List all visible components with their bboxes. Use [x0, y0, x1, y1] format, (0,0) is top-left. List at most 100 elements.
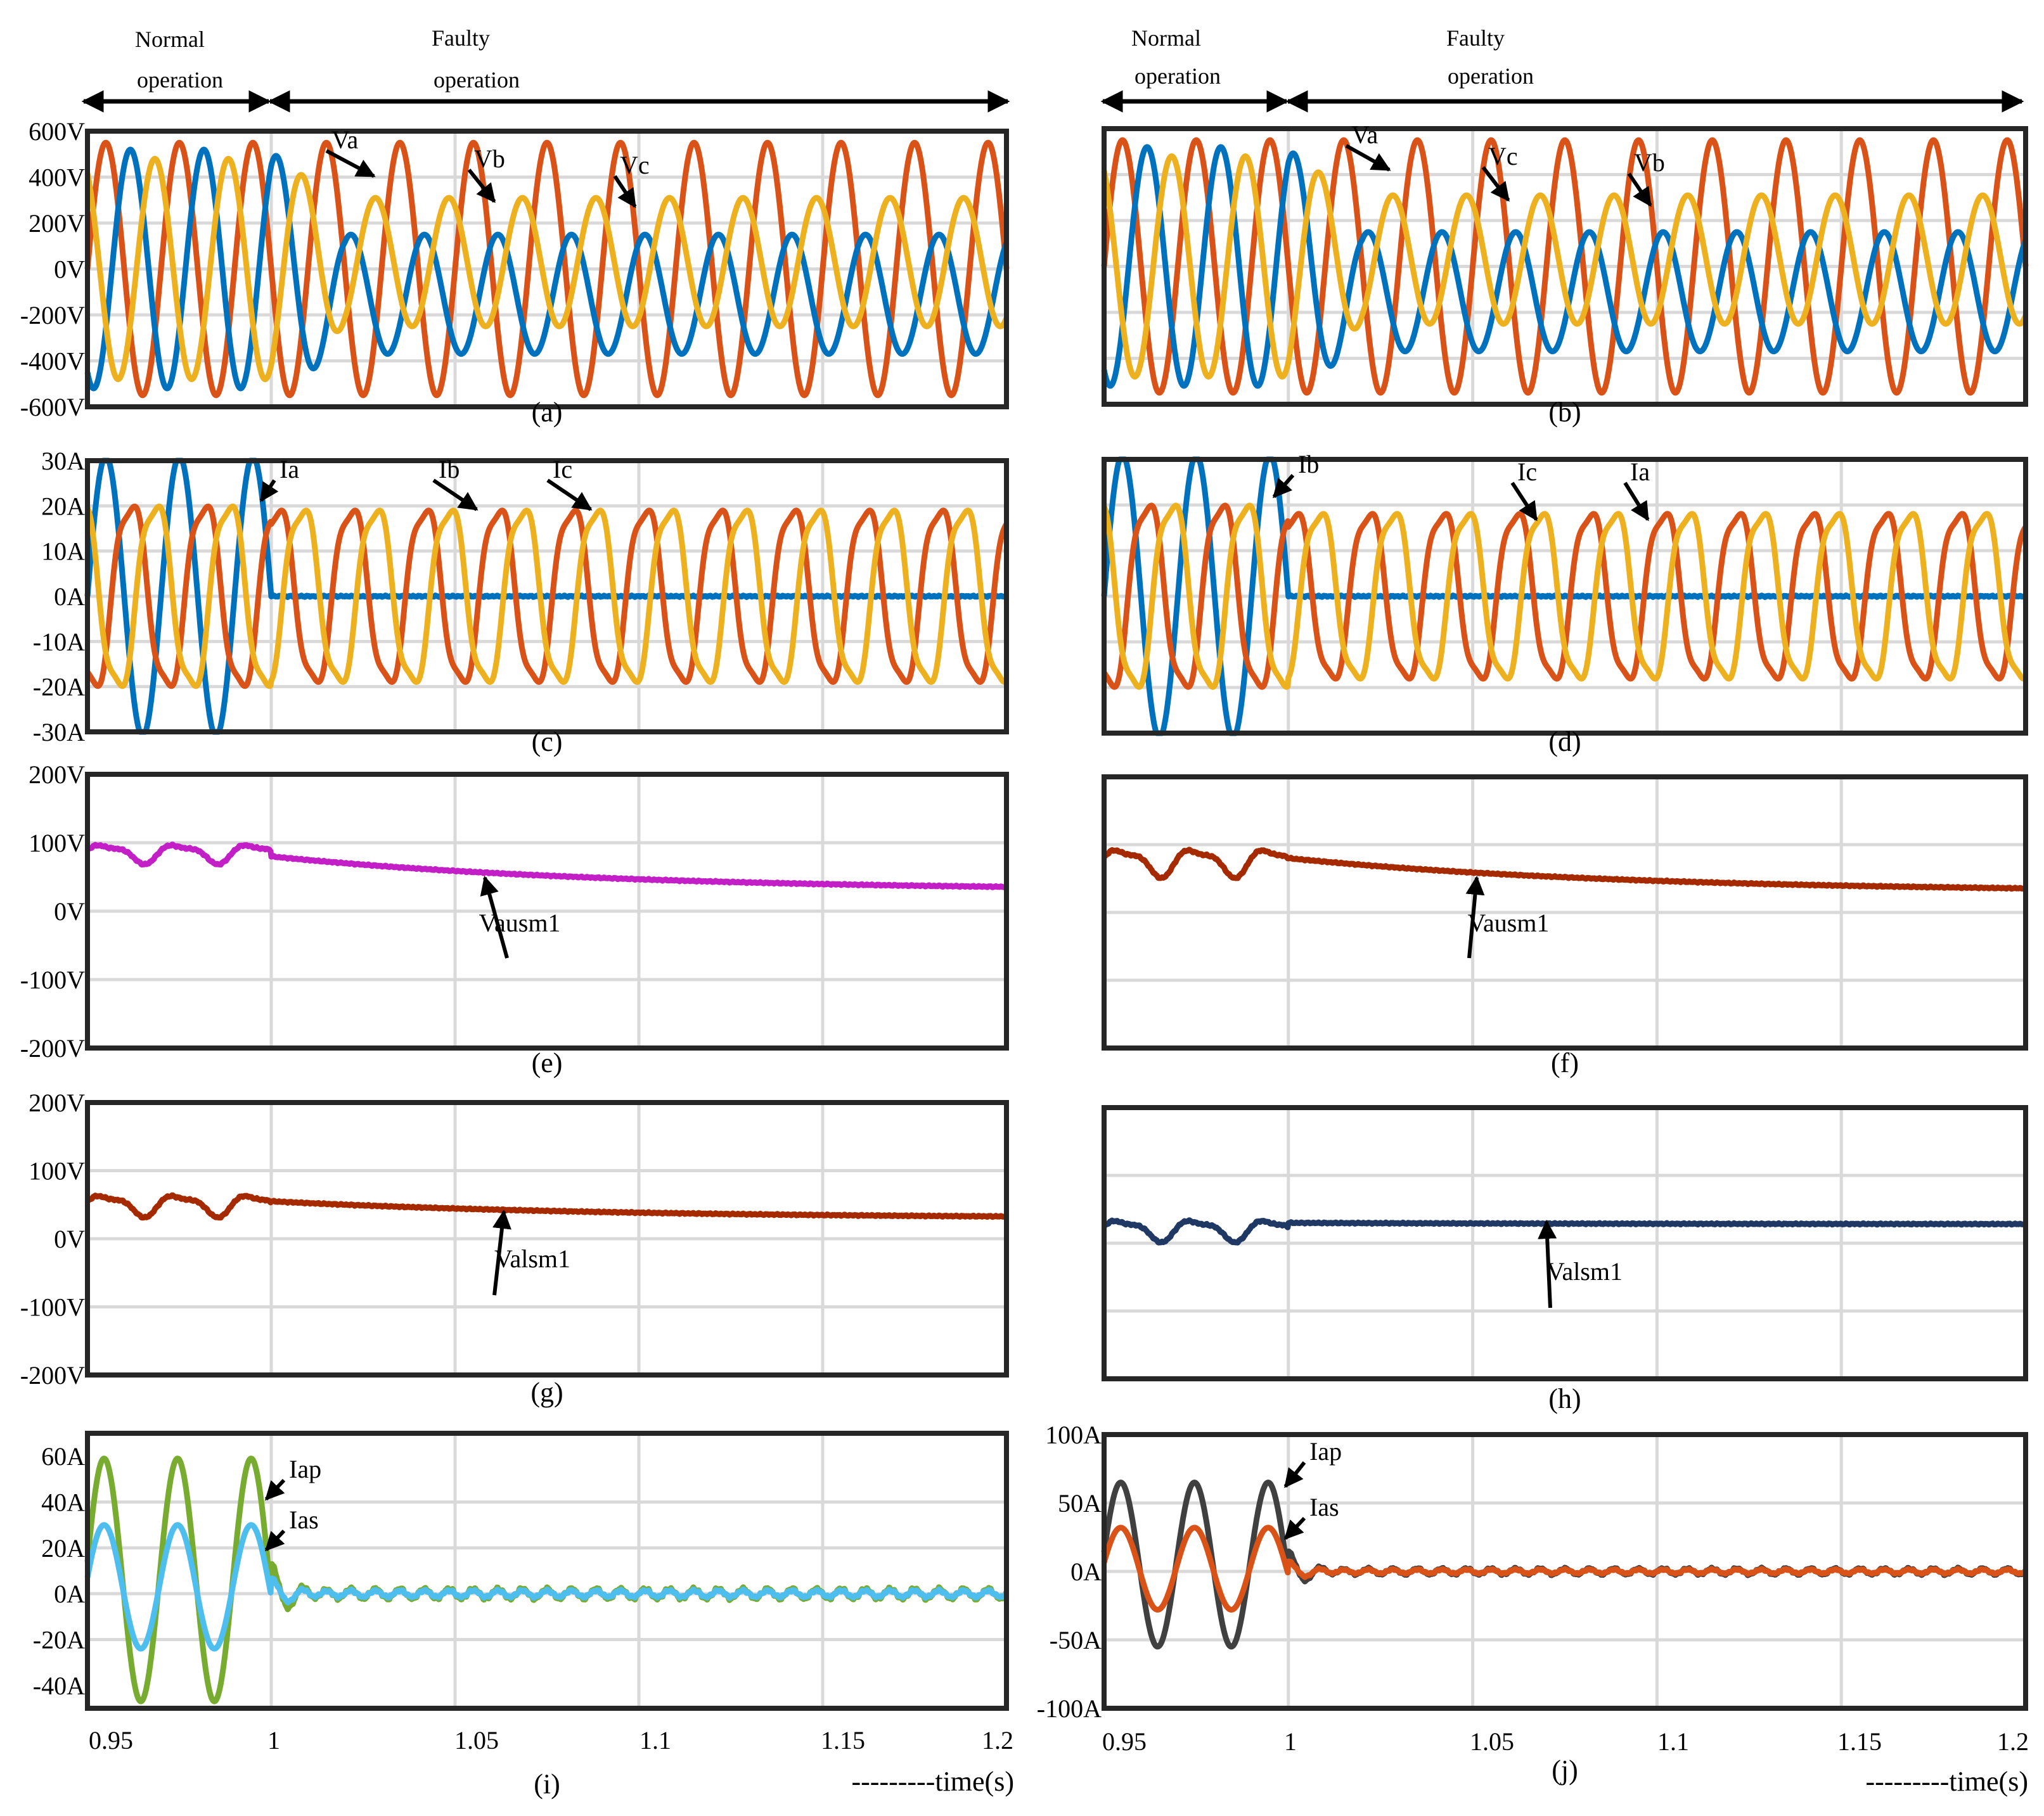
- header-left: Normal operation Faulty operation: [81, 25, 1010, 113]
- time-tick-label: 1.15: [821, 1726, 865, 1755]
- y-tick-label: -40A: [33, 1672, 85, 1700]
- annotation-valsm1-label: Valsm1: [494, 1244, 570, 1273]
- annotation-arrow: [1538, 1220, 1557, 1308]
- time-tick-label: 1.1: [640, 1726, 671, 1755]
- annotation-ia-label: Ia: [1630, 457, 1650, 486]
- y-tick-label: 50A: [1058, 1489, 1102, 1518]
- header-left-normal-line1: Normal: [135, 27, 205, 52]
- series-ic-line: [84, 503, 1009, 689]
- chart-panel-i: 60A 40A 20A 0A -20A -40A (i) Iap Ias: [33, 1431, 1009, 1800]
- annotation-vausm1-label: Vausm1: [479, 909, 561, 937]
- y-tick-label: 10A: [41, 537, 85, 566]
- annotation-arrow: [264, 1529, 286, 1552]
- panel-caption: (h): [1548, 1383, 1581, 1414]
- series-vausm1-line: [1101, 847, 2028, 892]
- chart-panel-e: 200V 100V 0V -100V -200V (e) Vausm1: [20, 760, 1009, 1078]
- time-tick-label: 1.05: [454, 1726, 499, 1755]
- plot-frame: [1102, 457, 2028, 736]
- annotation-arrow: [546, 478, 593, 511]
- y-tick-label: -50A: [1050, 1626, 1102, 1654]
- time-tick-label: 1.1: [1657, 1727, 1689, 1756]
- annotation-arrow: [492, 1210, 511, 1296]
- y-tick-label: -100V: [20, 1293, 85, 1322]
- panel-caption: (i): [534, 1768, 560, 1800]
- y-tick-label: -20A: [33, 673, 85, 701]
- plot-frame: [85, 1100, 1009, 1378]
- annotation-ib-label: Ib: [1298, 450, 1319, 478]
- y-tick-label: -200V: [20, 301, 85, 329]
- series-valsm1-line: [1101, 1217, 2028, 1246]
- annotation-ic-label: Ic: [553, 455, 572, 483]
- series-vb-line: [84, 146, 1010, 392]
- time-axis-right: 0.95 1 1.05 1.1 1.15 1.2 ---------time(s…: [1102, 1727, 2029, 1797]
- plot-frame: [85, 129, 1009, 409]
- annotation-arrow: [1283, 1461, 1306, 1488]
- series-vc-line: [1101, 144, 2029, 389]
- panel-caption: (d): [1548, 726, 1581, 757]
- y-tick-label: -30A: [33, 718, 85, 746]
- header-right-normal-line1: Normal: [1131, 25, 1201, 51]
- header-right-normal-line2: operation: [1134, 63, 1221, 89]
- y-tick-label: 0V: [54, 255, 85, 284]
- chart-panel-h: (h) Valsm1: [1101, 1105, 2028, 1414]
- annotation-arrow: [432, 478, 479, 511]
- y-tick-label: 100A: [1045, 1421, 1102, 1449]
- series-ic-line: [1101, 502, 2028, 690]
- chart-panel-a: 600V 400V 200V 0V -200V -400V -600V (a) Va Vb Vc: [20, 117, 1010, 428]
- panel-caption: (b): [1548, 397, 1581, 428]
- annotation-vc-label: Vc: [620, 151, 650, 179]
- y-tick-label: 400V: [29, 163, 85, 192]
- annotation-vb-label: Vb: [1634, 148, 1665, 177]
- header-left-faulty-line1: Faulty: [432, 25, 490, 51]
- y-tick-label: 0V: [54, 1225, 85, 1253]
- plot-frame: [85, 772, 1009, 1051]
- panel-caption: (g): [530, 1377, 563, 1408]
- annotation-vb-label: Vb: [474, 144, 505, 173]
- time-tick-label: 1.2: [982, 1726, 1013, 1755]
- series-vc-line: [84, 156, 1010, 382]
- y-tick-label: 0A: [54, 1580, 85, 1608]
- annotation-iap-label: Iap: [1309, 1437, 1342, 1466]
- series-iap-line: [1101, 1480, 2028, 1650]
- panel-caption: (e): [532, 1047, 563, 1078]
- header-left-faulty-line2: operation: [434, 67, 520, 93]
- chart-panel-b: (b) Va Vc Vb: [1101, 120, 2029, 428]
- annotation-vausm1-label: Vausm1: [1468, 909, 1550, 937]
- time-tick-label: 0.95: [1102, 1727, 1147, 1756]
- y-tick-label: 0A: [54, 582, 85, 611]
- y-tick-label: 20A: [41, 492, 85, 520]
- annotation-ic-label: Ic: [1517, 457, 1537, 486]
- series-ias-line: [1101, 1525, 2028, 1613]
- annotation-arrow: [1345, 144, 1391, 172]
- annotation-arrow: [1627, 172, 1652, 207]
- annotation-vc-label: Vc: [1488, 142, 1518, 170]
- annotation-arrow: [259, 479, 279, 502]
- series-vausm1-line: [84, 841, 1009, 890]
- annotation-arrow: [1465, 876, 1485, 959]
- time-tick-label: 1: [1284, 1727, 1297, 1756]
- time-tick-label: 1: [267, 1726, 280, 1755]
- chart-panel-g: 200V 100V 0V -100V -200V (g) Valsm1: [20, 1089, 1009, 1408]
- plot-frame: [85, 458, 1009, 734]
- annotation-ib-label: Ib: [439, 455, 460, 483]
- plot-frame: [1102, 774, 2028, 1051]
- y-tick-label: 40A: [41, 1488, 85, 1517]
- series-valsm1-line: [84, 1192, 1009, 1221]
- y-tick-label: -10A: [33, 627, 85, 656]
- y-tick-label: 200V: [29, 1089, 85, 1117]
- panel-caption: (f): [1551, 1047, 1579, 1078]
- annotation-arrow: [1481, 166, 1510, 202]
- chart-panel-c: 30A 20A 10A 0A -10A -20A -30A (c) Ia Ib Ic: [33, 447, 1009, 757]
- annotation-arrow: [613, 175, 637, 208]
- y-tick-label: 60A: [41, 1442, 85, 1471]
- y-tick-label: 100V: [29, 1157, 85, 1186]
- y-tick-label: 100V: [29, 829, 85, 857]
- annotation-arrow: [1272, 474, 1295, 499]
- y-tick-label: -400V: [20, 347, 85, 376]
- annotation-valsm1-label: Valsm1: [1546, 1257, 1623, 1286]
- plot-frame: [85, 1431, 1009, 1711]
- y-tick-label: 200V: [29, 760, 85, 789]
- panel-caption: (j): [1552, 1755, 1578, 1786]
